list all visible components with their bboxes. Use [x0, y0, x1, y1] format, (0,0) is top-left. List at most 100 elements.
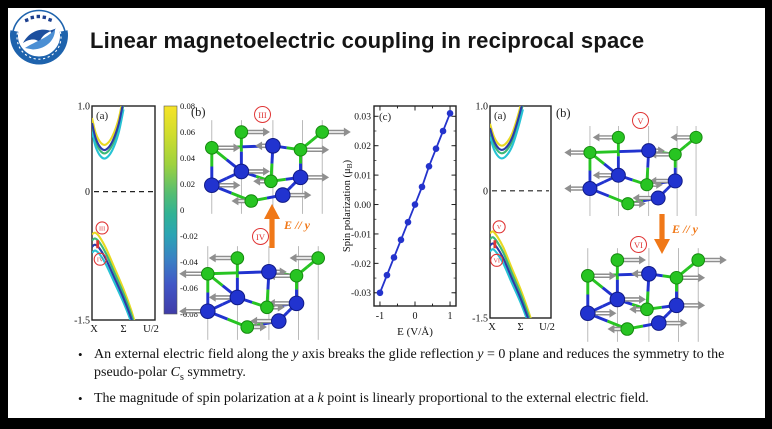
data-point — [404, 218, 412, 226]
atom-green — [234, 125, 249, 139]
panel-label-a: (a) — [96, 110, 109, 122]
data-point — [397, 236, 405, 244]
atom-blue — [582, 181, 598, 197]
atom-blue — [270, 313, 287, 329]
crystal-structure-vi — [580, 248, 727, 342]
band-strand-conduction — [490, 106, 522, 147]
y-tick-label: -1.5 — [472, 314, 488, 325]
atom-green — [611, 130, 625, 144]
data-point — [411, 201, 419, 208]
band-curves — [92, 106, 136, 320]
colorbar-tick-label: 0.08 — [180, 101, 195, 111]
band-structure-plot-right: 1.0 0 -1.5X Σ U/2 (a) V VI — [472, 102, 555, 334]
atom-green — [315, 125, 330, 139]
data-point — [446, 110, 454, 117]
atom-blue — [233, 163, 250, 180]
atom-blue — [668, 297, 685, 314]
atom-blue — [580, 305, 596, 322]
bullet-list: An external electric field along the y a… — [70, 346, 742, 408]
band-strand-conduction — [490, 109, 524, 160]
x-tick-label: Σ — [120, 324, 126, 335]
atom-green — [244, 194, 259, 208]
x-tick-label: -1 — [376, 311, 384, 322]
panel-label-b-right: (b) — [556, 106, 571, 120]
y-tick-label: 0.00 — [354, 200, 371, 211]
band-strand-conduction — [92, 109, 125, 160]
x-tick-label: Σ — [517, 322, 523, 333]
logo-ring-text-marks — [16, 27, 62, 60]
band-annotation-label: III — [99, 225, 105, 232]
atom-green — [289, 268, 304, 283]
panel-label-a: (a) — [494, 110, 507, 122]
atom-blue — [200, 303, 216, 320]
atom-blue — [609, 291, 626, 308]
data-point — [439, 127, 447, 135]
atom-green — [240, 320, 255, 334]
atom-green — [640, 178, 654, 192]
bullet-item: An external electric field along the y a… — [70, 346, 742, 387]
colorbar-tick-label: 0.02 — [180, 179, 195, 189]
atom-green — [610, 253, 625, 267]
atom-blue — [229, 289, 246, 306]
atom-blue — [274, 187, 291, 203]
efield-arrow-up-icon — [264, 204, 280, 248]
crystal-structure-v — [564, 126, 703, 216]
university-seal-logo — [10, 9, 68, 65]
band-strand-valence — [92, 237, 135, 320]
atom-green — [260, 300, 274, 315]
atom-green — [204, 140, 219, 155]
colorbar-tick-label: 0.04 — [180, 153, 196, 163]
panel-label-c: (c) — [379, 111, 392, 123]
atom-blue — [265, 138, 281, 154]
y-tick-label: 0.02 — [354, 141, 371, 152]
logo-swan-body — [23, 29, 51, 43]
band-strand-conduction — [490, 106, 523, 152]
band-strand-valence — [92, 243, 133, 320]
atom-blue — [204, 177, 220, 194]
data-point — [432, 145, 440, 152]
atom-green — [200, 266, 215, 281]
atom-green — [583, 145, 597, 160]
logo-swan-wing — [25, 29, 56, 50]
atom-blue — [650, 190, 666, 206]
x-tick-label: X — [90, 324, 98, 335]
bullet-text-block: An external electric field along the y a… — [70, 346, 742, 411]
y-tick-label: 0.01 — [354, 171, 371, 182]
band-strand-conduction — [92, 106, 123, 146]
atom-green — [620, 322, 635, 336]
atom-blue — [667, 173, 683, 189]
y-tick-label: -0.02 — [351, 259, 371, 270]
colorbar-tick-label: -0.08 — [180, 309, 198, 319]
logo-swan-beak — [50, 28, 56, 33]
band-strand-valence — [490, 242, 530, 318]
atom-green — [689, 130, 703, 144]
colorbar-tick-label: -0.06 — [180, 283, 199, 293]
data-point — [418, 183, 426, 191]
atom-green — [580, 268, 595, 283]
band-strand-valence — [92, 231, 136, 320]
band-strand-valence — [490, 236, 531, 318]
crystal-structure-iv — [179, 246, 326, 340]
structure-label-v: V — [632, 112, 649, 129]
colorbar-tick-label: -0.02 — [180, 231, 198, 241]
colorbar-tick-label: -0.04 — [180, 257, 199, 267]
y-tick-label: -1.5 — [74, 316, 90, 327]
atom-blue — [288, 295, 305, 312]
band-curves — [490, 106, 532, 318]
y-tick-label: -0.01 — [351, 229, 371, 240]
y-tick-label: 0 — [85, 187, 90, 198]
band-annotation-circle — [93, 252, 107, 266]
band-annotation-circle — [95, 221, 109, 235]
data-point — [425, 162, 433, 170]
band-strand-valence — [92, 249, 132, 320]
atom-blue — [610, 167, 626, 183]
spin-polarization-plot: 0.03 0.02 0.01 0.00 -0.01 -0.02 -0.03 -1 0 1 (c) E … — [342, 105, 457, 338]
band-annotation-label: VI — [493, 258, 500, 265]
panel-label-b-left: (b) — [191, 105, 206, 119]
y-tick-label: -0.03 — [351, 288, 371, 299]
data-point — [390, 254, 398, 261]
x-tick-label: U/2 — [539, 322, 555, 333]
colorbar — [163, 105, 178, 315]
band-structure-plot-left: 1.0 0 -1.5X Σ U/2 (a) III IV 0.08 0.06 0.04 0.02 0 -0… — [74, 101, 199, 335]
